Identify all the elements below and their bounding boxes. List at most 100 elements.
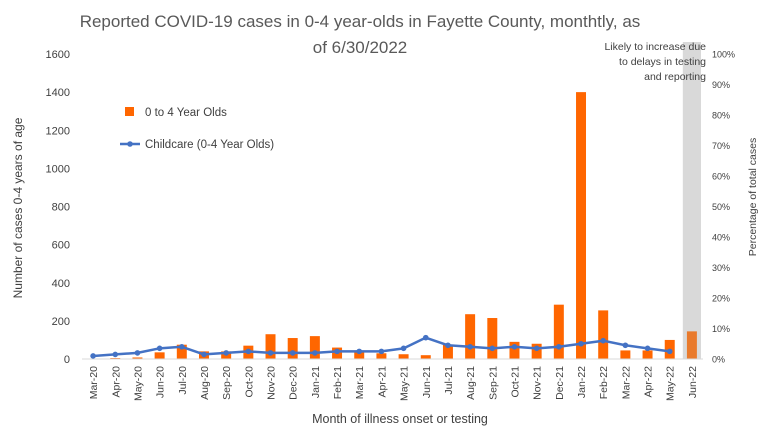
x-tick-label-feb-22: Feb-22 bbox=[598, 366, 610, 399]
case-bar-nov-20 bbox=[265, 334, 276, 359]
childcare-point bbox=[600, 337, 606, 344]
x-tick-label-aug-21: Aug-21 bbox=[465, 366, 477, 400]
childcare-point bbox=[334, 348, 340, 355]
chart-title-line-1: Reported COVID-19 cases in 0-4 year-olds… bbox=[79, 12, 641, 31]
y-axis-title: Number of cases 0-4 years of age bbox=[11, 117, 25, 298]
childcare-point bbox=[289, 350, 296, 356]
x-tick-label-jul-21: Jul-21 bbox=[443, 366, 455, 395]
y-tick-label: 400 bbox=[52, 278, 70, 290]
x-tick-label-sep-21: Sep-21 bbox=[487, 366, 499, 400]
y-tick-label: 800 bbox=[52, 202, 70, 214]
x-tick-label-jul-20: Jul-20 bbox=[177, 366, 189, 395]
x-tick-label-nov-21: Nov-21 bbox=[532, 366, 544, 400]
case-bar-mar-22 bbox=[620, 350, 631, 359]
x-tick-label-apr-20: Apr-20 bbox=[110, 366, 122, 398]
legend-bar-label: 0 to 4 Year Olds bbox=[145, 107, 227, 119]
childcare-point bbox=[533, 345, 540, 352]
childcare-point bbox=[312, 350, 318, 356]
childcare-point bbox=[223, 350, 229, 356]
case-bar-dec-21 bbox=[553, 304, 564, 359]
case-bar-jan-21 bbox=[309, 336, 320, 359]
y2-tick-label: 0% bbox=[712, 355, 725, 365]
x-tick-label-may-20: May-20 bbox=[132, 366, 144, 401]
y2-tick-label: 30% bbox=[712, 263, 730, 273]
y-tick-label: 1600 bbox=[46, 49, 70, 61]
y2-tick-label: 40% bbox=[712, 233, 730, 243]
y-tick-label: 1200 bbox=[46, 125, 70, 137]
childcare-point bbox=[467, 344, 473, 350]
x-tick-label-may-22: May-22 bbox=[665, 366, 677, 401]
y-tick-label: 1400 bbox=[46, 87, 70, 99]
case-bar-jul-20 bbox=[176, 344, 187, 359]
case-bar-apr-21 bbox=[376, 353, 387, 359]
x-tick-label-sep-20: Sep-20 bbox=[221, 366, 233, 400]
childcare-point bbox=[179, 344, 185, 350]
legend-line-label: Childcare (0-4 Year Olds) bbox=[145, 139, 274, 151]
childcare-point bbox=[400, 345, 407, 352]
x-tick-label-jun-22: Jun-22 bbox=[687, 366, 699, 398]
childcare-point bbox=[622, 342, 629, 349]
x-tick-label-nov-20: Nov-20 bbox=[266, 366, 278, 400]
y2-tick-label: 90% bbox=[712, 80, 730, 90]
delay-annotation-line: to delays in testing bbox=[619, 56, 706, 68]
case-bar-jun-22 bbox=[686, 331, 697, 359]
x-tick-label-mar-22: Mar-22 bbox=[620, 366, 632, 399]
y2-tick-label: 100% bbox=[712, 50, 735, 60]
childcare-point bbox=[422, 334, 429, 341]
childcare-point bbox=[90, 353, 96, 359]
x-tick-label-feb-21: Feb-21 bbox=[332, 366, 344, 399]
childcare-point bbox=[578, 340, 584, 347]
case-bar-nov-21 bbox=[531, 343, 542, 359]
x-tick-label-dec-21: Dec-21 bbox=[554, 366, 566, 400]
y2-tick-label: 80% bbox=[712, 111, 730, 121]
x-tick-label-jan-22: Jan-22 bbox=[576, 366, 588, 398]
childcare-point bbox=[112, 351, 119, 358]
case-bar-jul-21 bbox=[442, 344, 453, 359]
case-bar-may-20 bbox=[132, 357, 143, 359]
case-bar-jun-21 bbox=[420, 355, 431, 359]
x-tick-label-jun-20: Jun-20 bbox=[155, 366, 167, 398]
childcare-point bbox=[378, 348, 385, 355]
case-bar-oct-21 bbox=[509, 341, 520, 359]
case-bar-jan-22 bbox=[576, 92, 587, 359]
x-tick-label-apr-22: Apr-22 bbox=[643, 366, 655, 398]
childcare-point bbox=[356, 348, 363, 355]
y2-tick-label: 50% bbox=[712, 202, 730, 212]
childcare-point bbox=[511, 344, 518, 350]
reporting-delay-shade bbox=[682, 42, 701, 359]
childcare-point bbox=[644, 345, 651, 352]
x-tick-label-jun-21: Jun-21 bbox=[421, 366, 433, 398]
x-tick-label-may-21: May-21 bbox=[399, 366, 411, 401]
y2-tick-label: 60% bbox=[712, 172, 730, 182]
childcare-point bbox=[134, 350, 141, 356]
case-bar-feb-22 bbox=[598, 310, 609, 359]
x-tick-label-mar-21: Mar-21 bbox=[354, 366, 366, 399]
childcare-point bbox=[201, 351, 207, 358]
y-tick-label: 1000 bbox=[46, 163, 70, 175]
y2-tick-label: 10% bbox=[712, 324, 730, 334]
childcare-point bbox=[489, 345, 496, 352]
case-bar-may-21 bbox=[398, 354, 409, 359]
case-bar-sep-21 bbox=[487, 318, 498, 359]
y2-tick-label: 20% bbox=[712, 294, 730, 304]
case-bar-mar-21 bbox=[354, 350, 365, 359]
childcare-point bbox=[245, 348, 252, 355]
x-tick-label-oct-21: Oct-21 bbox=[509, 366, 521, 398]
case-bar-jun-20 bbox=[154, 352, 165, 359]
case-bar-dec-20 bbox=[287, 338, 298, 359]
y-tick-label: 200 bbox=[52, 316, 70, 328]
y2-axis-title: Percentage of total cases bbox=[747, 138, 759, 257]
x-tick-label-dec-20: Dec-20 bbox=[288, 366, 300, 400]
x-tick-label-oct-20: Oct-20 bbox=[243, 366, 255, 398]
x-tick-label-jan-21: Jan-21 bbox=[310, 366, 322, 398]
legend-bar-swatch bbox=[125, 107, 134, 116]
y2-tick-label: 70% bbox=[712, 141, 730, 151]
childcare-point bbox=[666, 348, 673, 355]
y-tick-label: 600 bbox=[52, 240, 70, 252]
case-bar-aug-21 bbox=[465, 314, 476, 359]
delay-annotation-line: and reporting bbox=[644, 71, 706, 83]
y-tick-label: 0 bbox=[64, 354, 70, 366]
childcare-point bbox=[445, 342, 451, 349]
legend-line-marker bbox=[127, 141, 133, 147]
